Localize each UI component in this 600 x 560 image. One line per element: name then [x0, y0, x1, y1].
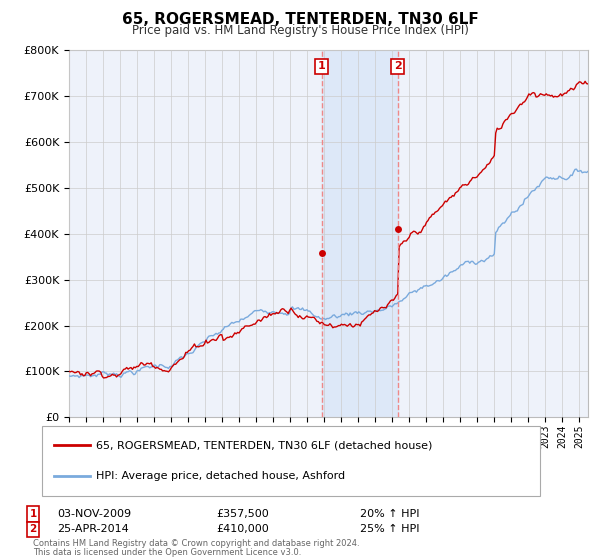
Text: 65, ROGERSMEAD, TENTERDEN, TN30 6LF (detached house): 65, ROGERSMEAD, TENTERDEN, TN30 6LF (det… [96, 440, 433, 450]
Text: Contains HM Land Registry data © Crown copyright and database right 2024.: Contains HM Land Registry data © Crown c… [33, 539, 359, 548]
Text: 2: 2 [29, 524, 37, 534]
Text: 25% ↑ HPI: 25% ↑ HPI [360, 524, 419, 534]
Text: 03-NOV-2009: 03-NOV-2009 [57, 509, 131, 519]
Text: 1: 1 [29, 509, 37, 519]
Bar [322, 50, 398, 417]
Text: 65, ROGERSMEAD, TENTERDEN, TN30 6LF: 65, ROGERSMEAD, TENTERDEN, TN30 6LF [122, 12, 478, 27]
Text: 20% ↑ HPI: 20% ↑ HPI [360, 509, 419, 519]
Text: £357,500: £357,500 [216, 509, 269, 519]
Text: This data is licensed under the Open Government Licence v3.0.: This data is licensed under the Open Gov… [33, 548, 301, 557]
Text: £410,000: £410,000 [216, 524, 269, 534]
Text: Price paid vs. HM Land Registry's House Price Index (HPI): Price paid vs. HM Land Registry's House … [131, 24, 469, 37]
Text: HPI: Average price, detached house, Ashford: HPI: Average price, detached house, Ashf… [96, 471, 345, 481]
Text: 25-APR-2014: 25-APR-2014 [57, 524, 129, 534]
Text: 2: 2 [394, 62, 401, 72]
Text: 1: 1 [317, 62, 325, 72]
